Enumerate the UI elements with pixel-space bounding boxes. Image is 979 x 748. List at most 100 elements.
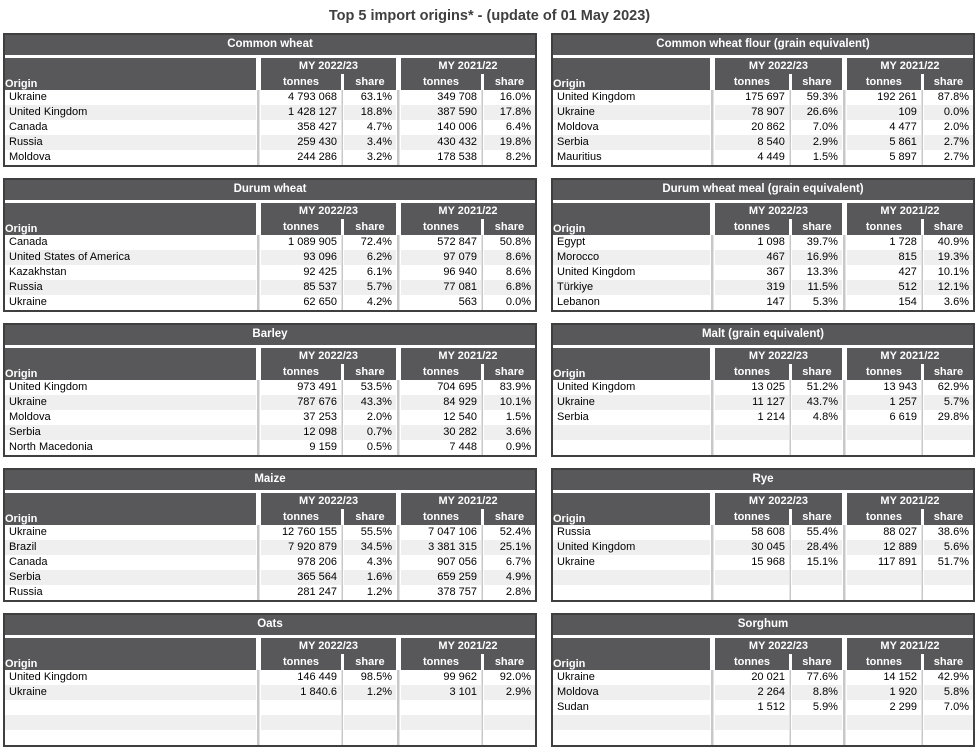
origin-cell: United Kingdom — [4, 670, 256, 685]
column-separator — [709, 715, 715, 730]
column-separator — [255, 410, 261, 425]
column-separator — [709, 295, 715, 311]
table-row: Ukraine 12 760 155 55.5% 7 047 106 52.4% — [4, 525, 536, 540]
column-separator — [256, 570, 261, 585]
tonnes-column-header: tonnes — [400, 74, 481, 90]
origin-cell: Brazil — [4, 540, 256, 555]
marketing-year-header-row: Origin MY 2022/23 MY 2021/22 — [4, 58, 536, 90]
origin-cell: Egypt — [552, 235, 710, 250]
tonnes-column-header: tonnes — [400, 219, 481, 235]
tonnes-column-header: tonnes — [846, 509, 921, 525]
column-separator — [788, 585, 792, 601]
tonnes-2022-23-cell — [714, 440, 789, 456]
origin-cell: Moldova — [552, 120, 710, 135]
tonnes-2022-23-cell: 973 491 — [260, 380, 341, 395]
table-common-wheat-flour: Common wheat flour (grain equivalent) Or… — [551, 33, 975, 167]
table-row: Brazil 7 920 879 34.5% 3 381 315 25.1% — [4, 540, 536, 555]
table-barley: Barley Origin MY 2022/23 MY 2021/22 tonn… — [3, 323, 537, 457]
column-separator — [841, 120, 847, 135]
column-separator — [395, 425, 401, 440]
column-separator — [340, 670, 344, 685]
column-separator — [788, 90, 792, 105]
share-2022-23-cell: 18.8% — [343, 105, 396, 120]
origin-column-header: Origin — [4, 348, 256, 380]
tonnes-2021-22-cell: 178 538 — [400, 150, 481, 166]
column-separator — [480, 410, 484, 425]
column-separator — [920, 380, 924, 395]
my-2021-22-header: MY 2021/22 — [846, 58, 974, 74]
column-separator — [788, 295, 792, 311]
tonnes-2021-22-cell: 96 940 — [400, 265, 481, 280]
column-separator — [788, 540, 792, 555]
table-row: Ukraine 11 127 43.7% 1 257 5.7% — [552, 395, 974, 410]
table-title: Maize — [4, 469, 536, 490]
column-separator — [480, 295, 484, 311]
table-row: Serbia 1 214 4.8% 6 619 29.8% — [552, 410, 974, 425]
column-separator — [841, 525, 847, 540]
column-separator — [340, 135, 344, 150]
tonnes-2021-22-cell — [846, 585, 921, 601]
column-separator — [788, 105, 792, 120]
tonnes-2021-22-cell: 907 056 — [401, 555, 481, 570]
origin-cell: United Kingdom — [4, 105, 256, 120]
column-separator — [395, 730, 401, 746]
column-separator — [481, 525, 484, 540]
column-separator — [788, 570, 792, 585]
table-container: Oats Origin MY 2022/23 MY 2021/22 tonnes… — [3, 613, 537, 747]
column-separator — [340, 425, 344, 440]
column-separator — [395, 670, 401, 685]
column-separator — [395, 280, 401, 295]
share-2021-22-cell: 3.6% — [483, 425, 536, 440]
marketing-year-header-row: Origin MY 2022/23 MY 2021/22 — [4, 203, 536, 235]
table-row: United Kingdom 175 697 59.3% 192 261 87.… — [552, 90, 974, 105]
tonnes-2021-22-cell: 563 — [400, 295, 481, 311]
tonnes-2022-23-cell: 30 045 — [714, 540, 789, 555]
column-separator — [395, 90, 401, 105]
share-column-header: share — [923, 74, 974, 90]
share-2021-22-cell: 2.7% — [923, 135, 974, 150]
share-2022-23-cell: 63.1% — [343, 90, 396, 105]
column-separator — [841, 150, 847, 166]
share-2021-22-cell: 19.8% — [483, 135, 536, 150]
table-row: Moldova 244 286 3.2% 178 538 8.2% — [4, 150, 536, 166]
share-2021-22-cell: 2.0% — [923, 120, 974, 135]
table-malt: Malt (grain equivalent) Origin MY 2022/2… — [551, 323, 975, 457]
column-separator — [788, 120, 792, 135]
share-column-header: share — [483, 219, 536, 235]
table-title: Malt (grain equivalent) — [552, 324, 974, 345]
column-separator — [788, 654, 792, 670]
tonnes-2022-23-cell: 8 540 — [714, 135, 789, 150]
column-separator — [255, 380, 261, 395]
column-separator — [841, 555, 847, 570]
table-row: Ukraine 15 968 15.1% 117 891 51.7% — [552, 555, 974, 570]
tonnes-2022-23-cell: 20 021 — [714, 670, 789, 685]
share-2022-23-cell: 26.6% — [791, 105, 842, 120]
tonnes-2022-23-cell — [714, 730, 789, 746]
share-2022-23-cell — [343, 715, 396, 730]
table-rye: Rye Origin MY 2022/23 MY 2021/22 tonnes … — [551, 468, 975, 602]
column-separator — [480, 364, 484, 380]
tonnes-2022-23-cell: 259 430 — [260, 135, 341, 150]
column-separator — [920, 219, 924, 235]
tonnes-2021-22-cell — [846, 730, 921, 746]
share-2021-22-cell: 87.8% — [923, 90, 974, 105]
tonnes-2021-22-cell — [400, 715, 481, 730]
tonnes-2022-23-cell: 9 159 — [260, 440, 341, 456]
column-separator — [709, 120, 715, 135]
origin-cell: Canada — [4, 120, 256, 135]
column-separator — [395, 150, 401, 166]
table-row: Sudan 1 512 5.9% 2 299 7.0% — [552, 700, 974, 715]
column-separator — [256, 555, 261, 570]
table-container: Malt (grain equivalent) Origin MY 2022/2… — [551, 323, 975, 457]
table-row: Serbia 365 564 1.6% 659 259 4.9% — [4, 570, 536, 585]
column-separator — [340, 90, 344, 105]
tonnes-2022-23-cell: 1 089 905 — [260, 235, 341, 250]
tonnes-2021-22-cell: 12 889 — [846, 540, 921, 555]
share-2021-22-cell: 8.2% — [483, 150, 536, 166]
marketing-year-header-row: Origin MY 2022/23 MY 2021/22 — [4, 348, 536, 380]
origin-cell — [552, 730, 710, 746]
column-separator — [920, 540, 924, 555]
tonnes-2022-23-cell: 1 214 — [714, 410, 789, 425]
column-separator — [256, 525, 261, 540]
tonnes-2022-23-cell: 12 098 — [260, 425, 341, 440]
